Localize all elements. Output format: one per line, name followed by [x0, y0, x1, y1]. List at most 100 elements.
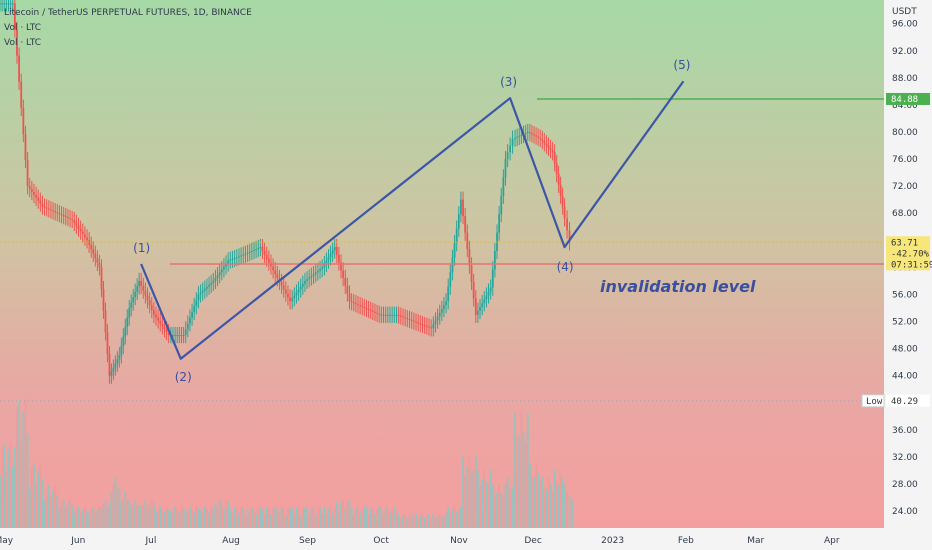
volume-bar — [359, 513, 362, 528]
volume-bar — [323, 507, 326, 528]
price-candle — [319, 269, 321, 271]
price-candle — [276, 274, 279, 279]
volume-bar — [30, 468, 33, 528]
y-tick-label: 84.00 — [892, 101, 918, 111]
volume-bar — [310, 507, 313, 528]
price-candle — [543, 141, 546, 144]
price-candle — [193, 306, 196, 312]
volume-bar — [566, 491, 568, 528]
price-candle — [13, 3, 16, 30]
volume-bar — [86, 510, 88, 528]
price-candle — [327, 257, 330, 261]
volume-bar — [212, 508, 215, 528]
volume-bar — [327, 507, 330, 528]
volume-bar — [20, 440, 23, 528]
volume-bar — [272, 507, 274, 528]
price-candle — [541, 138, 544, 142]
price-candle — [457, 214, 460, 229]
price-candle — [132, 297, 135, 303]
volume-bar — [178, 512, 181, 528]
price-candle — [233, 258, 236, 260]
volume-series — [0, 399, 573, 528]
price-candle — [108, 354, 111, 376]
volume-bar — [265, 506, 268, 528]
price-candle — [1, 3, 4, 5]
volume-bar — [549, 484, 552, 528]
price-candle — [75, 222, 78, 226]
volume-bar — [329, 507, 332, 528]
price-candle — [195, 300, 198, 307]
volume-bar — [487, 482, 490, 528]
price-candle — [316, 270, 319, 273]
volume-bar — [449, 512, 452, 528]
price-candle — [354, 303, 357, 305]
volume-bar — [132, 504, 135, 528]
price-candle — [504, 159, 507, 178]
wave-label: (3) — [500, 75, 517, 89]
price-candle — [208, 284, 210, 287]
volume-bar — [312, 507, 315, 528]
volume-bar — [306, 508, 308, 528]
price-candle — [432, 324, 435, 329]
volume-bar — [81, 509, 84, 528]
volume-bar — [520, 412, 523, 528]
volume-bar — [571, 499, 573, 528]
price-candle — [384, 314, 387, 316]
volume-bar — [278, 513, 281, 528]
volume-bar — [26, 433, 29, 528]
price-candle — [86, 237, 88, 241]
volume-bar — [509, 488, 511, 528]
price-candle — [423, 324, 426, 326]
price-candle — [460, 199, 462, 215]
price-candle — [511, 138, 514, 146]
price-candle — [102, 289, 105, 311]
volume-bar — [150, 499, 153, 528]
volume-bar — [485, 481, 488, 528]
volume-bar — [493, 495, 496, 528]
volume-bar — [206, 508, 208, 528]
price-candle — [197, 294, 200, 301]
volume-bar — [71, 505, 74, 528]
volume-bar — [18, 401, 21, 528]
volume-bar — [498, 484, 501, 528]
wave-label: (4) — [557, 260, 574, 274]
price-candle — [81, 231, 84, 235]
volume-bar — [447, 506, 450, 528]
price-candle — [114, 363, 117, 368]
volume-bar — [361, 508, 364, 528]
price-candle — [447, 286, 450, 302]
volume-bar — [357, 506, 359, 528]
price-candle — [7, 3, 10, 5]
price-candle — [98, 262, 101, 268]
volume-bar — [220, 502, 223, 528]
volume-bar — [238, 513, 240, 528]
resistance-tag-bg — [886, 92, 930, 105]
price-candle — [284, 289, 287, 294]
price-candle — [371, 310, 374, 312]
price-axis[interactable]: 96.00 92.00 88.00 84.00 80.00 76.00 72.00 68.00… — [861, 20, 932, 517]
price-candle — [199, 292, 202, 295]
price-candle — [526, 132, 529, 133]
volume-bar — [128, 499, 131, 528]
price-candle — [253, 249, 255, 251]
price-candle — [134, 291, 137, 298]
volume-bar — [216, 506, 219, 528]
elliott-wave: (1) (2) (3) (4) (5) — [133, 58, 690, 384]
volume-bar — [389, 512, 391, 528]
volume-bar — [176, 509, 179, 528]
time-axis[interactable]: May Jun Jul Aug Sep Oct Nov Dec 2023 Feb Mar Apr — [0, 536, 840, 546]
volume-bar — [304, 507, 306, 528]
price-candle — [404, 317, 407, 319]
price-candle — [518, 135, 521, 137]
volume-bar — [376, 508, 378, 528]
volume-bar — [261, 508, 264, 528]
price-candle — [71, 219, 74, 221]
volume-bar — [5, 471, 8, 528]
y-tick-label: 24.00 — [892, 507, 918, 517]
price-candle — [299, 286, 302, 290]
volume-bar — [161, 509, 164, 528]
volume-bar — [126, 499, 129, 528]
legend-volume-1: Vol · LTC — [4, 23, 41, 33]
price-candle — [20, 81, 23, 108]
price-candle — [312, 274, 315, 276]
